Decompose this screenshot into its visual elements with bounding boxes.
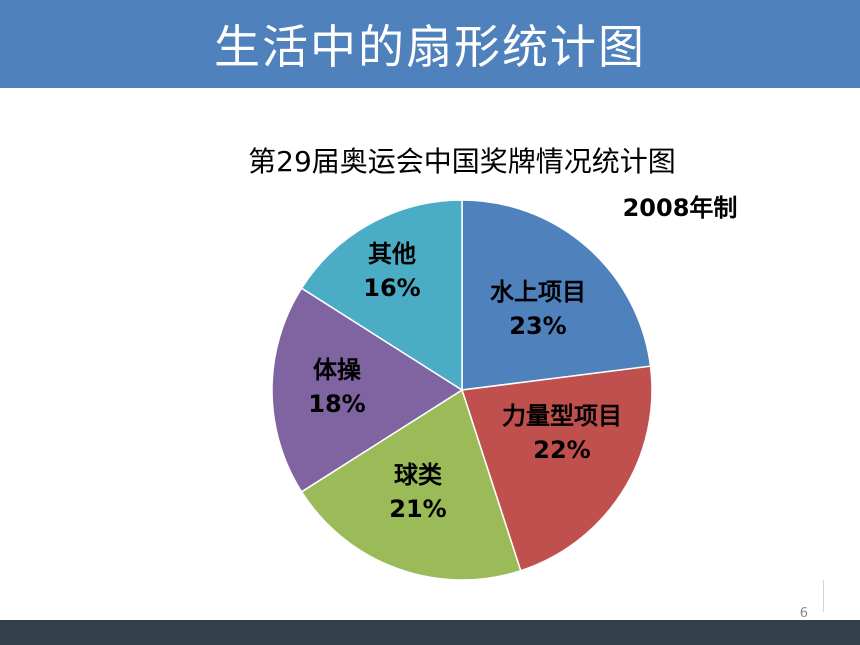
pie-slice — [271, 287, 464, 493]
slice-value-label: 23% — [509, 312, 566, 340]
slice-label: 体操 — [313, 356, 361, 384]
pie-slice — [461, 365, 653, 572]
slice-label: 球类 — [394, 461, 443, 489]
slice-value-label: 16% — [363, 274, 420, 302]
pie-slice — [300, 388, 522, 581]
page-number: 6 — [799, 606, 808, 621]
slice-label: 其他 — [368, 240, 416, 268]
slice-value-label: 21% — [389, 495, 446, 523]
slice-label: 力量型项目 — [502, 402, 622, 430]
pie-slice — [300, 199, 463, 392]
slide-title: 生活中的扇形统计图 — [214, 20, 646, 74]
slice-value-label: 18% — [308, 390, 365, 418]
chart-title: 第29届奥运会中国奖牌情况统计图 — [248, 145, 676, 178]
slice-label: 水上项目 — [490, 278, 586, 306]
pie-labels: 水上项目 23% 力量型项目 22% 球类 21% 体操 18% 其他 16% — [308, 240, 622, 523]
chart-subtitle: 2008年制 — [623, 194, 738, 222]
slice-value-label: 22% — [533, 436, 590, 464]
pie-slices — [271, 199, 653, 581]
footer-divider — [823, 580, 824, 612]
footer-bar — [0, 620, 860, 645]
pie-slice — [461, 199, 652, 391]
title-bar: 生活中的扇形统计图 — [0, 0, 860, 88]
